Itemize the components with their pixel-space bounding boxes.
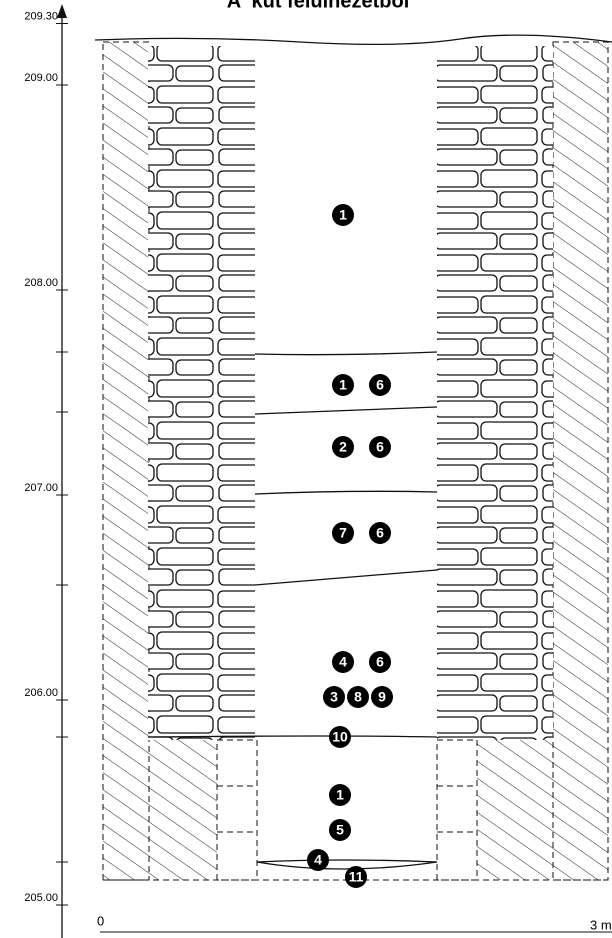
elevation-label: 205.00: [24, 892, 58, 904]
layer-marker: [369, 374, 391, 396]
elevation-label: 208.00: [24, 277, 58, 289]
layer-lines: [94, 34, 612, 870]
layer-marker: [332, 436, 354, 458]
layer-marker: [332, 651, 354, 673]
layer-number: 1: [339, 377, 347, 393]
layer-number: 6: [376, 377, 384, 393]
soil-right: [552, 41, 609, 881]
title: A' kút felülnézetből: [227, 0, 410, 12]
layer-marker: [332, 204, 354, 226]
soil-left: [102, 41, 150, 881]
layer-marker: [347, 686, 369, 708]
layer-marker: [332, 522, 354, 544]
elevation-label: 209.00: [24, 72, 58, 84]
layer-number: 10: [332, 729, 348, 745]
layer-marker: [369, 436, 391, 458]
layer-number: 6: [376, 439, 384, 455]
layer-marker: [345, 866, 367, 888]
layer-marker: [307, 849, 329, 871]
layer-number: 11: [349, 869, 364, 885]
soil-left-lower: [149, 740, 217, 880]
layer-number: 7: [339, 525, 347, 541]
layer-marker: [371, 686, 393, 708]
elevation-label: 206.00: [24, 687, 58, 699]
layer-number: 6: [376, 654, 384, 670]
layer-marker: [329, 819, 351, 841]
layer-number: 8: [354, 689, 362, 705]
masonry-left: [148, 46, 255, 740]
lower-frame: [216, 739, 478, 881]
layer-marker: [329, 726, 351, 748]
layer-number: 2: [339, 439, 347, 455]
soil-right-lower: [477, 740, 553, 880]
layer-marker: [329, 784, 351, 806]
layer-number: 1: [339, 207, 347, 223]
layer-number: 9: [378, 689, 386, 705]
layer-marker: [323, 686, 345, 708]
layer-number: 4: [339, 654, 347, 670]
layer-number: 3: [330, 689, 338, 705]
elevation-label: 207.00: [24, 482, 58, 494]
layer-number: 1: [336, 787, 344, 803]
layer-number: 5: [336, 822, 344, 838]
layer-marker: [369, 651, 391, 673]
layer-marker: [369, 522, 391, 544]
layer-number: 6: [376, 525, 384, 541]
axis-arrow: [57, 4, 67, 18]
elevation-label: 209.30: [24, 10, 58, 22]
layer-number: 4: [314, 852, 322, 868]
scale-start: 0: [97, 913, 104, 928]
masonry-right: [437, 46, 553, 740]
layer-marker: [332, 374, 354, 396]
minor-ticks: [56, 351, 68, 863]
scale-end: 3 m: [590, 917, 612, 932]
